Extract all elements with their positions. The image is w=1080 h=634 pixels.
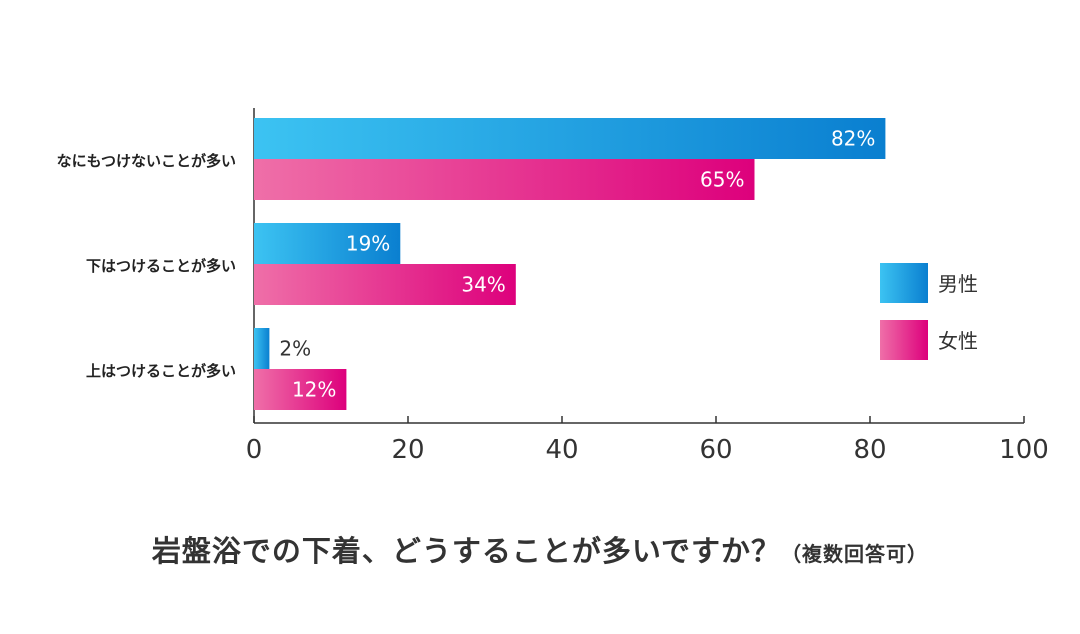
legend-swatch <box>880 263 928 303</box>
chart-bars: 82% 65% 19% 34% 2% 12% <box>254 118 886 410</box>
category-label: なにもつけないことが多い <box>57 152 236 170</box>
x-tick-label: 100 <box>999 435 1049 465</box>
chart-title-note: （複数回答可） <box>781 542 929 566</box>
data-label: 19% <box>346 232 390 256</box>
x-tick-label: 60 <box>699 435 732 465</box>
legend-label: 男性 <box>938 272 978 296</box>
chart-title: 岩盤浴での下着、どうすることが多いですか？（複数回答可） <box>0 528 1080 570</box>
bar <box>254 118 886 159</box>
category-label: 下はつけることが多い <box>86 257 236 275</box>
category-label: 上はつけることが多い <box>86 362 236 380</box>
chart-title-main: 岩盤浴での下着、どうすることが多いですか？ <box>151 534 782 568</box>
data-label: 2% <box>279 337 311 361</box>
data-label: 34% <box>461 273 505 297</box>
bar <box>254 223 401 264</box>
data-label: 65% <box>700 168 744 192</box>
bar <box>254 264 516 305</box>
x-tick-label: 40 <box>545 435 578 465</box>
data-label: 12% <box>292 378 336 402</box>
x-tick-label: 20 <box>391 435 424 465</box>
legend-swatch <box>880 320 928 360</box>
legend-label: 女性 <box>938 329 978 353</box>
x-axis-ticks: 0 20 40 60 80 100 <box>246 416 1049 465</box>
bar <box>254 369 347 410</box>
data-label: 82% <box>831 127 875 151</box>
x-tick-label: 0 <box>246 435 263 465</box>
bar <box>254 328 270 369</box>
bar-chart: 82% 65% 19% 34% 2% 12% なにもつけないことが多い下はつけることが多い… <box>57 108 1049 465</box>
x-tick-label: 80 <box>853 435 886 465</box>
bar <box>254 159 755 200</box>
